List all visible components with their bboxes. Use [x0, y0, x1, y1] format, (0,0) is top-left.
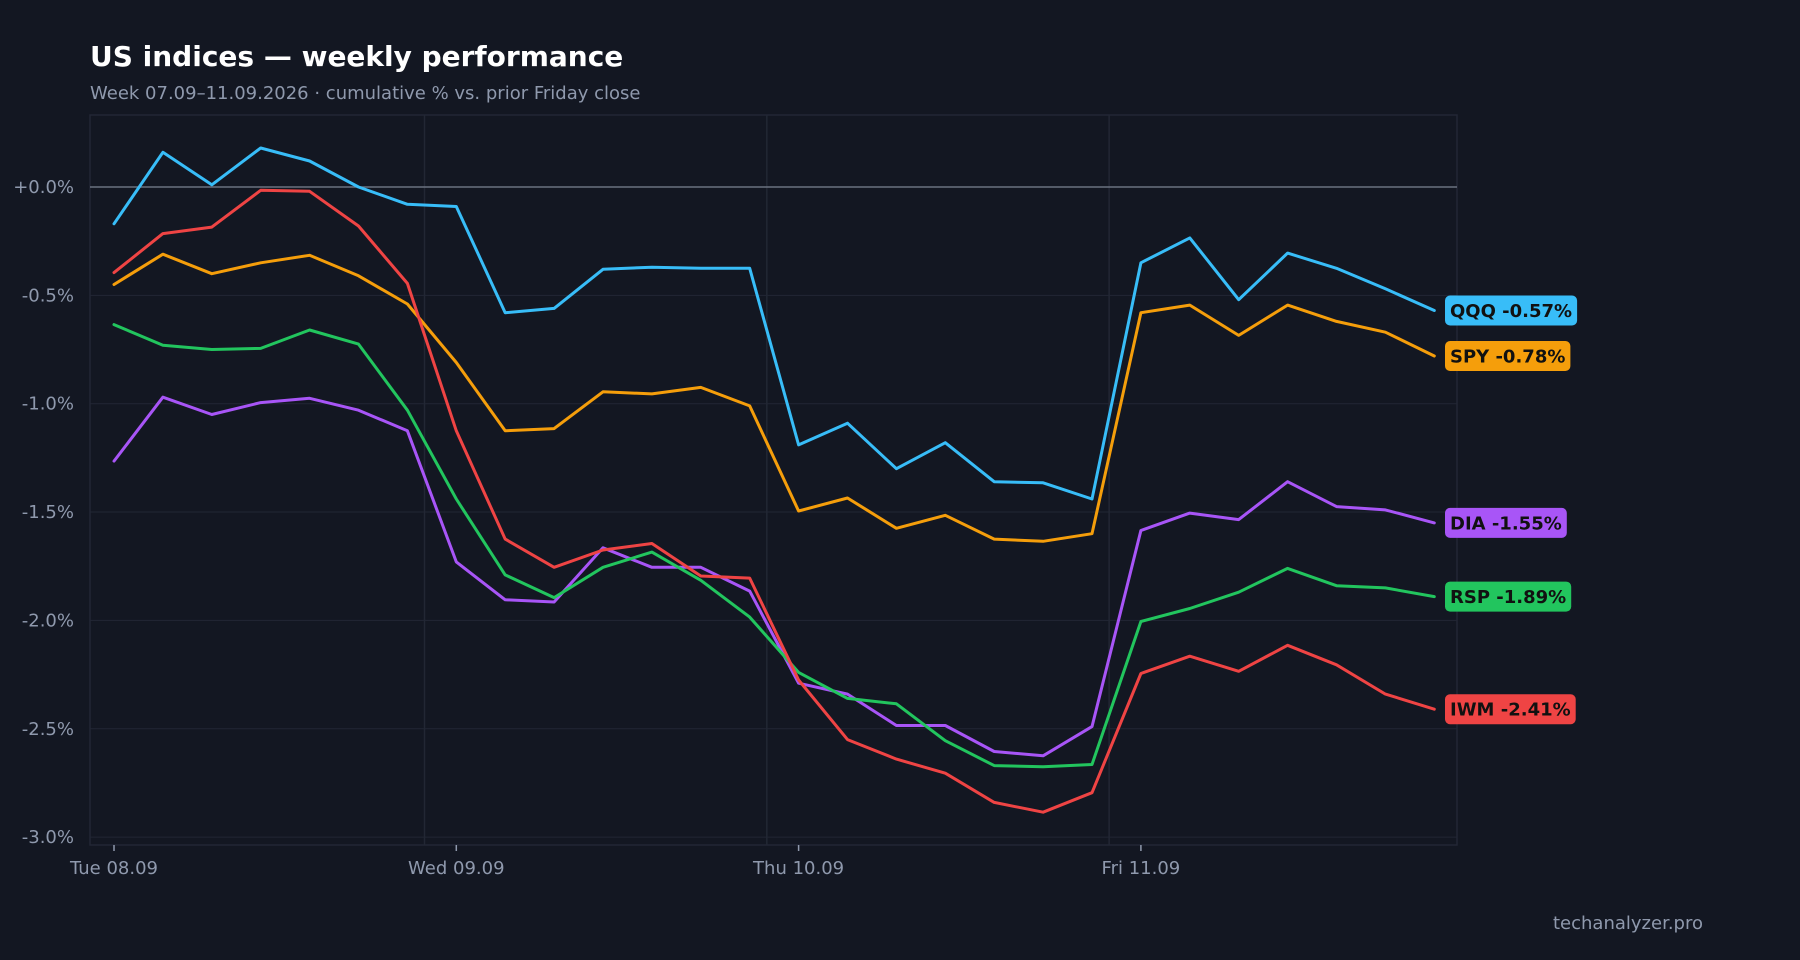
y-tick-label: -1.0%	[22, 394, 74, 415]
y-tick-label: +0.0%	[13, 177, 74, 198]
plot-frame	[89, 114, 1458, 846]
x-tick-label: Wed 09.09	[408, 858, 505, 879]
chart-title: US indices — weekly performance	[90, 40, 624, 73]
end-label-text: QQQ -0.57%	[1450, 301, 1572, 322]
x-tick-label: Fri 11.09	[1102, 858, 1181, 879]
end-label-text: DIA -1.55%	[1450, 513, 1562, 534]
x-tick-label: Tue 08.09	[69, 858, 158, 879]
end-label-spy: SPY -0.78%	[1445, 341, 1571, 372]
x-tick-label: Thu 10.09	[752, 858, 844, 879]
end-label-badge	[1445, 507, 1567, 538]
end-labels-layer: QQQ -0.57% SPY -0.78% DIA -1.55% RSP -1.89%…	[1445, 295, 1578, 725]
axis-layer: +0.0% -0.5% -1.0% -1.5% -2.0% -2.5% -3.0% Tue 0…	[13, 177, 1180, 879]
series-line-qqq	[112, 146, 1436, 501]
end-label-dia: DIA -1.55%	[1445, 507, 1567, 538]
y-tick-label: -3.0%	[22, 827, 74, 848]
series-line-dia	[112, 395, 1436, 758]
end-label-text: SPY -0.78%	[1450, 347, 1565, 368]
y-tick-label: -2.0%	[22, 610, 74, 631]
end-label-rsp: RSP -1.89%	[1445, 581, 1572, 612]
series-layer	[112, 146, 1436, 814]
end-label-text: IWM -2.41%	[1450, 700, 1571, 721]
series-line-iwm	[112, 188, 1436, 814]
series-line-rsp	[112, 323, 1436, 769]
end-label-badge	[1445, 341, 1571, 372]
grid-layer	[89, 114, 1458, 846]
chart-subtitle: Week 07.09–11.09.2026 · cumulative % vs.…	[90, 83, 641, 104]
end-label-iwm: IWM -2.41%	[1445, 694, 1576, 725]
end-label-badge	[1445, 694, 1576, 725]
end-label-badge	[1445, 581, 1572, 612]
watermark-text: techanalyzer.pro	[1553, 913, 1703, 934]
y-tick-label: -0.5%	[22, 285, 74, 306]
end-label-text: RSP -1.89%	[1450, 587, 1566, 608]
y-tick-label: -2.5%	[22, 719, 74, 740]
y-tick-label: -1.5%	[22, 502, 74, 523]
series-line-spy	[112, 252, 1436, 543]
end-label-badge	[1445, 295, 1578, 326]
end-label-qqq: QQQ -0.57%	[1445, 295, 1578, 326]
